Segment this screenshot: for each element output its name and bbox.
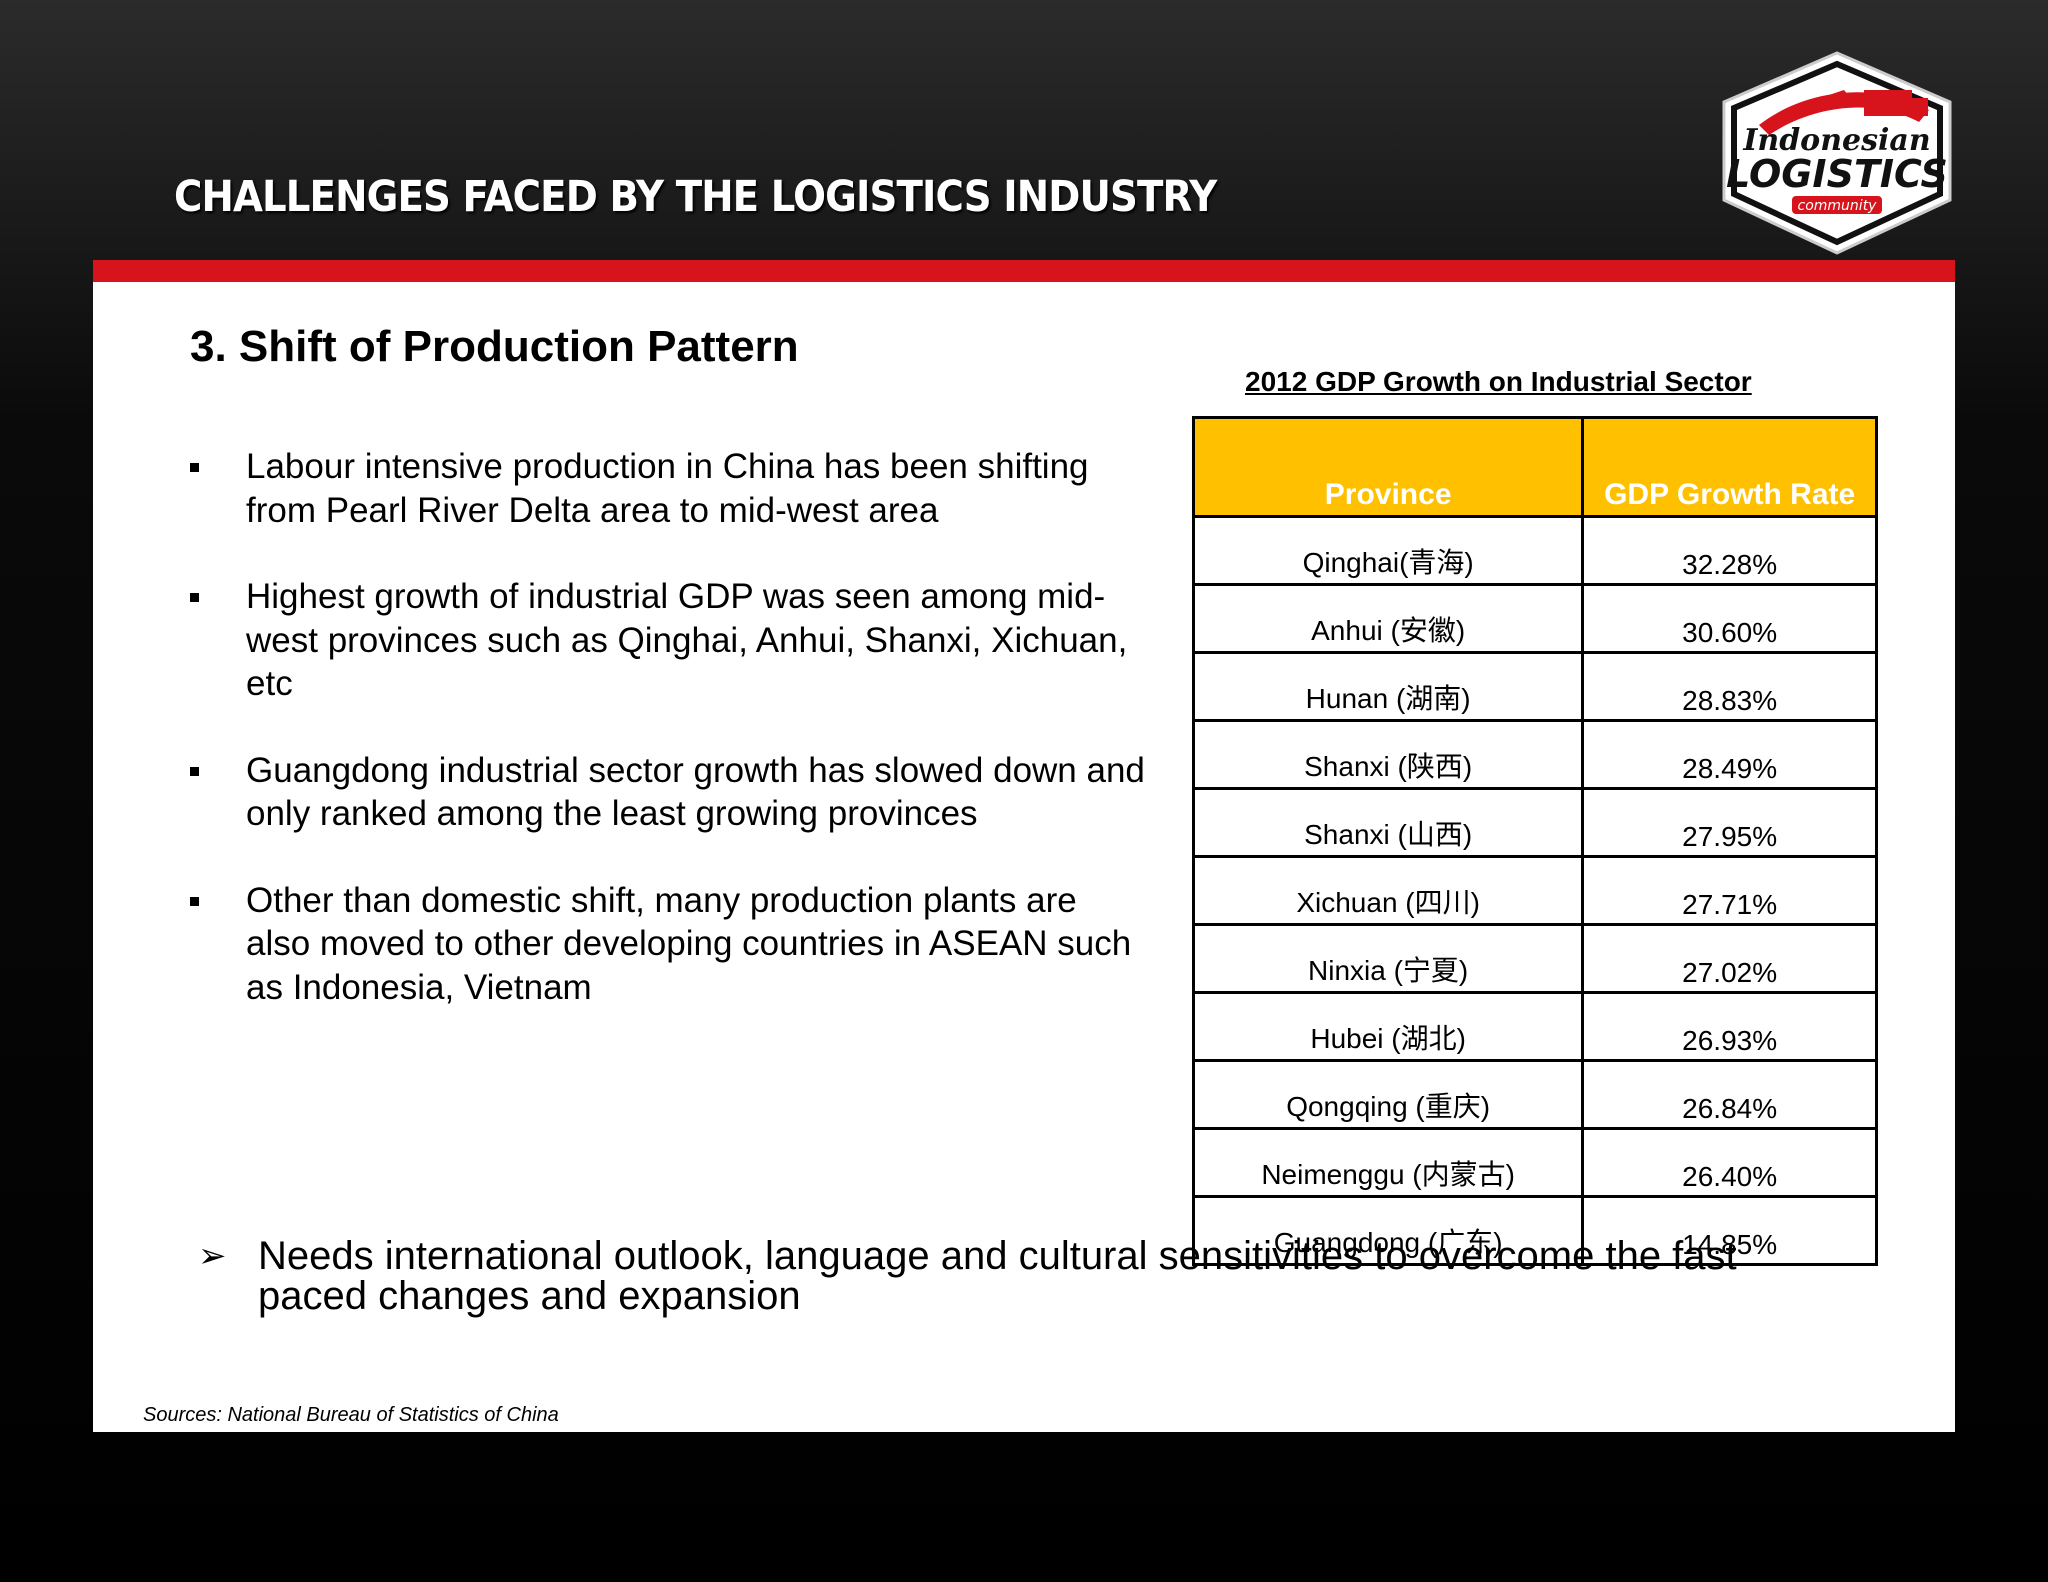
table-row: Xichuan (四川) 27.71% [1191, 855, 1878, 926]
logo-line2: LOGISTICS [1726, 152, 1948, 196]
table-row: Shanxi (山西) 27.95% [1191, 787, 1878, 858]
bullet-item: Other than domestic shift, many producti… [190, 879, 1150, 1010]
growth-rate-cell: 26.84% [1581, 1059, 1878, 1130]
province-cell: Anhui (安徽) [1191, 583, 1585, 654]
square-bullet-icon [190, 766, 199, 776]
source-note: Sources: National Bureau of Statistics o… [143, 1404, 559, 1426]
province-cell: Ninxia (宁夏) [1191, 923, 1585, 994]
province-cell: Xichuan (四川) [1191, 855, 1585, 926]
growth-rate-cell: 30.60% [1581, 583, 1878, 654]
logo-hexagon-inner [1731, 60, 1943, 246]
table-row: Neimenggu (内蒙古) 26.40% [1191, 1127, 1878, 1198]
growth-rate-cell: 27.71% [1581, 855, 1878, 926]
bullet-text: Guangdong industrial sector growth has s… [246, 750, 1145, 834]
province-cell: Hubei (湖北) [1191, 991, 1585, 1062]
square-bullet-icon [190, 896, 199, 906]
bullet-item: Highest growth of industrial GDP was see… [190, 575, 1150, 706]
logo-line1: Indonesian [1742, 123, 1930, 158]
province-cell: Qinghai(青海) [1191, 515, 1585, 586]
arrowhead-bullet-icon: ➢ [198, 1236, 227, 1276]
bullet-text: Other than domestic shift, many producti… [246, 880, 1132, 1007]
table-row: Anhui (安徽) 30.60% [1191, 583, 1878, 654]
bullet-item: Labour intensive production in China has… [190, 445, 1150, 532]
growth-rate-cell: 28.83% [1581, 651, 1878, 722]
bullet-text: Highest growth of industrial GDP was see… [246, 577, 1128, 703]
province-cell: Guangdong (广东) [1191, 1195, 1585, 1266]
growth-rate-cell: 28.49% [1581, 719, 1878, 790]
growth-rate-cell: 26.40% [1581, 1127, 1878, 1198]
logo-plane-icon [1784, 90, 1849, 112]
table-row: Ninxia (宁夏) 27.02% [1191, 923, 1878, 994]
column-header-gdp-growth-rate: GDP Growth Rate [1581, 416, 1878, 518]
province-cell: Qongqing (重庆) [1191, 1059, 1585, 1130]
growth-rate-cell: 27.95% [1581, 787, 1878, 858]
title-divider-bar [93, 260, 1955, 282]
square-bullet-icon [190, 463, 199, 472]
bullet-list: Labour intensive production in China has… [190, 445, 1150, 1052]
table-row: Shanxi (陕西) 28.49% [1191, 719, 1878, 790]
table-row: Hunan (湖南) 28.83% [1191, 651, 1878, 722]
province-cell: Shanxi (山西) [1191, 787, 1585, 858]
table-title: 2012 GDP Growth on Industrial Sector [1245, 366, 1752, 397]
growth-rate-cell: 26.93% [1581, 991, 1878, 1062]
gdp-growth-table: Province GDP Growth Rate Qinghai(青海) 32.2… [1191, 416, 1878, 1266]
province-cell: Neimenggu (内蒙古) [1191, 1127, 1585, 1198]
section-heading: 3. Shift of Production Pattern [190, 322, 799, 371]
bullet-text: Labour intensive production in China has… [246, 447, 1089, 530]
logo-line3: community [1798, 198, 1878, 214]
growth-rate-cell: 27.02% [1581, 923, 1878, 994]
indonesian-logistics-logo: Indonesian LOGISTICS community [1722, 51, 1952, 255]
bullet-item: Guangdong industrial sector growth has s… [190, 749, 1150, 836]
growth-rate-cell: 32.28% [1581, 515, 1878, 586]
growth-rate-cell: 14.85% [1581, 1195, 1878, 1266]
province-cell: Shanxi (陕西) [1191, 719, 1585, 790]
table-header-row: Province GDP Growth Rate [1191, 416, 1878, 518]
table-row: Hubei (湖北) 26.93% [1191, 991, 1878, 1062]
slide-title: CHALLENGES FACED BY THE LOGISTICS INDUST… [174, 172, 1217, 222]
province-cell: Hunan (湖南) [1191, 651, 1585, 722]
table-row: Qinghai(青海) 32.28% [1191, 515, 1878, 586]
table-row: Qongqing (重庆) 26.84% [1191, 1059, 1878, 1130]
logo-truck-icon [1864, 90, 1912, 116]
callout-text: Needs international outlook, language an… [258, 1234, 1737, 1318]
square-bullet-icon [190, 593, 199, 602]
column-header-province: Province [1191, 416, 1585, 518]
table-row: Guangdong (广东) 14.85% [1191, 1195, 1878, 1266]
